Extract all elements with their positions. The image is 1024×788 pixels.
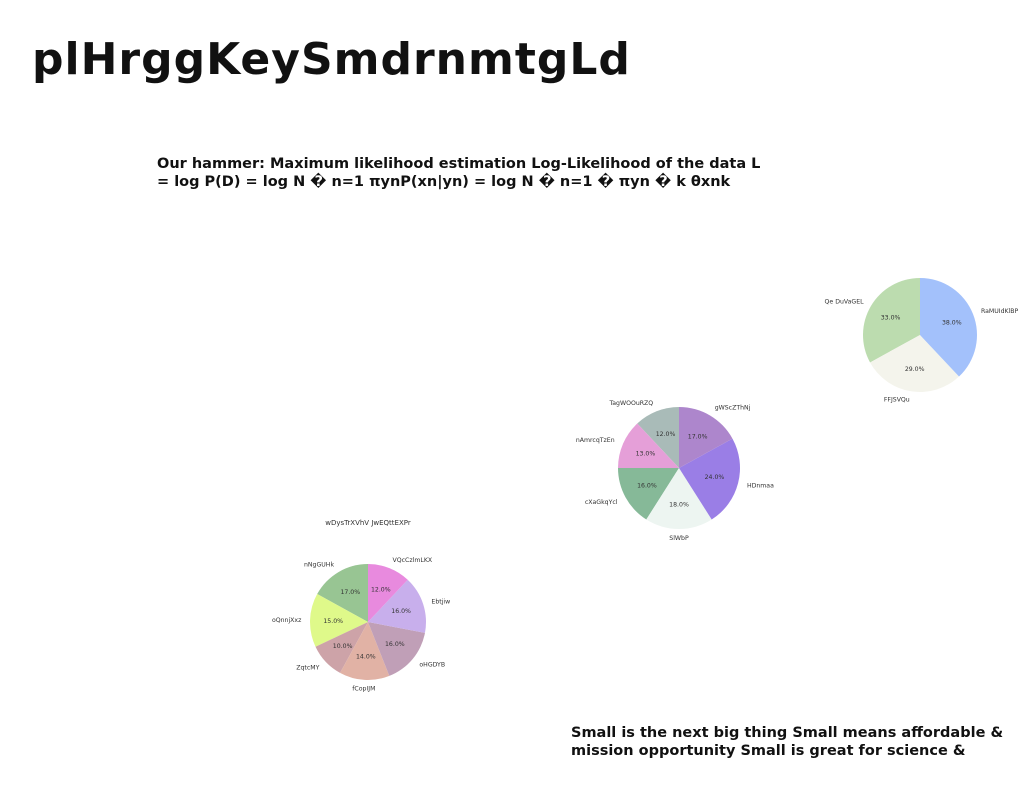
body-text-small: Small is the next big thing Small means … xyxy=(571,725,1004,759)
pie-percent-label: 33.0% xyxy=(881,315,901,322)
pie-slice xyxy=(637,407,679,468)
pie-category-label: ZqtcMY xyxy=(296,665,319,672)
pie-title: wDysTrXVhV JwEQttEXPr xyxy=(325,519,411,527)
pie-slice xyxy=(368,622,425,676)
pie-category-label: HDnmaa xyxy=(747,482,774,489)
pie-slice xyxy=(310,594,368,647)
pie-chart-b: 12.0% TagWOOuRZQ 13.0% nAmrcqTzEn 16.0% cXaGk… xyxy=(576,400,774,542)
pie-slice xyxy=(368,579,426,633)
pie-category-label: RaMUIdKlBP xyxy=(981,308,1019,315)
page-title: plHrggKeySmdrnmtgLd xyxy=(32,34,631,85)
pie-slice xyxy=(317,564,368,622)
pie-slice xyxy=(315,622,368,673)
pie-slice xyxy=(340,622,390,680)
pie-percent-label: 15.0% xyxy=(323,618,343,625)
pie-slice xyxy=(618,468,679,520)
pie-category-label: cXaGkqYcl xyxy=(585,499,618,506)
pie-slice xyxy=(368,564,408,622)
pie-category-label: oQnnjXxz xyxy=(272,617,301,624)
pie-percent-label: 29.0% xyxy=(905,366,925,373)
pie-percent-label: 38.0% xyxy=(942,319,962,326)
pie-chart-a: 33.0% Qe DuVaGEL 29.0% FFJSVQu 38.0% RaMUIdKl… xyxy=(825,278,1019,404)
body-text-hammer: Our hammer: Maximum likelihood estimatio… xyxy=(157,156,761,190)
pie-category-label: FFJSVQu xyxy=(884,397,910,404)
pie-slice xyxy=(870,335,960,392)
pie-percent-label: 10.0% xyxy=(333,643,353,650)
pie-slice xyxy=(920,278,977,377)
pie-category-label: Qe DuVaGEL xyxy=(825,299,865,306)
pie-slice xyxy=(679,438,740,520)
pie-slice xyxy=(618,423,679,468)
pie-percent-label: 12.0% xyxy=(371,587,391,594)
pie-percent-label: 16.0% xyxy=(391,608,411,615)
pie-category-label: TagWOOuRZQ xyxy=(609,400,654,407)
pie-category-label: SlWbP xyxy=(669,535,689,542)
pie-category-label: oHGDYB xyxy=(419,662,445,669)
pie-category-label: VQcCzlmLKX xyxy=(393,557,433,564)
pie-percent-label: 14.0% xyxy=(356,654,376,661)
pie-percent-label: 18.0% xyxy=(669,502,689,509)
pie-slice xyxy=(679,407,733,468)
pie-slice xyxy=(646,468,712,529)
pie-percent-label: 24.0% xyxy=(705,474,725,481)
pie-percent-label: 16.0% xyxy=(385,641,405,648)
pie-chart-c: wDysTrXVhV JwEQttEXPr 17.0% nNgGUHk 15.0% oQ… xyxy=(272,519,450,693)
pie-category-label: nNgGUHk xyxy=(304,562,334,569)
pie-percent-label: 17.0% xyxy=(688,433,708,440)
pie-slice xyxy=(863,278,920,363)
pie-percent-label: 13.0% xyxy=(636,450,656,457)
pie-category-label: fCopIJM xyxy=(352,686,375,693)
pie-category-label: gWScZThNj xyxy=(715,405,751,412)
pie-percent-label: 17.0% xyxy=(340,589,360,596)
pie-percent-label: 12.0% xyxy=(656,431,676,438)
pie-percent-label: 16.0% xyxy=(637,483,657,490)
pie-category-label: Ebtjiw xyxy=(431,598,450,605)
pie-category-label: nAmrcqTzEn xyxy=(576,437,615,444)
